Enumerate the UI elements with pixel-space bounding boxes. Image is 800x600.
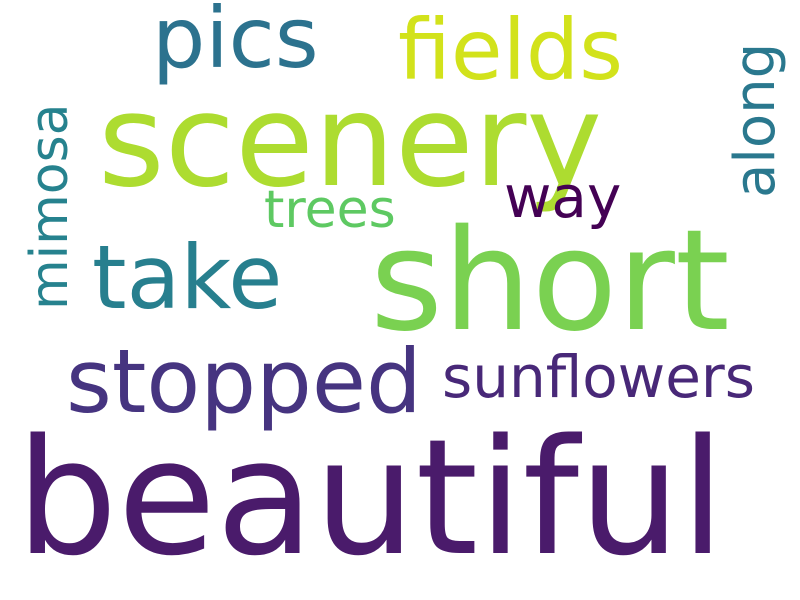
word-stopped: stopped bbox=[66, 330, 422, 433]
word-sunflowers: sunflowers bbox=[442, 343, 755, 411]
word-way: way bbox=[504, 163, 622, 231]
word-trees: trees bbox=[264, 180, 396, 240]
word-short: short bbox=[370, 200, 730, 363]
word-beautiful: beautiful bbox=[16, 404, 725, 591]
word-pics: pics bbox=[152, 0, 319, 87]
word-scenery: scenery bbox=[98, 67, 603, 216]
word-mimosa: mimosa bbox=[20, 103, 80, 310]
word-take: take bbox=[92, 226, 283, 329]
word-along: along bbox=[723, 42, 788, 198]
word-fields: fields bbox=[398, 1, 624, 99]
